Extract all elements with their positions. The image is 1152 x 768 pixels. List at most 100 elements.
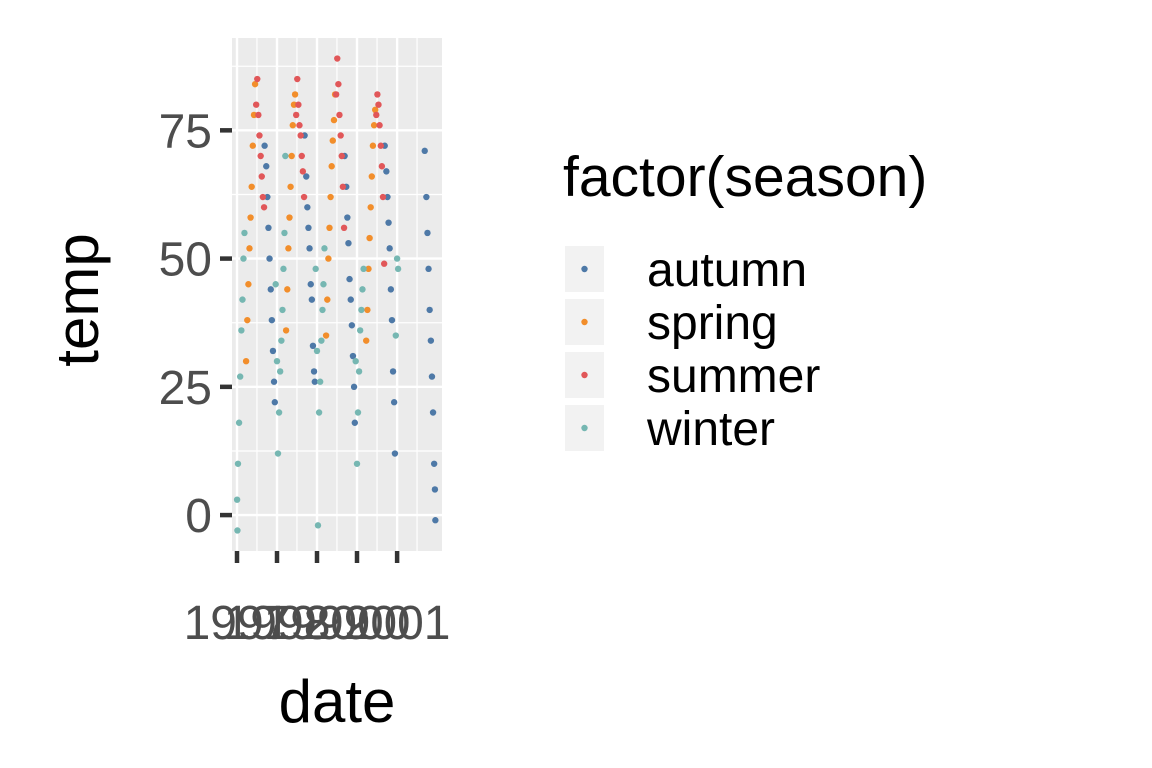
point-autumn [349, 352, 357, 360]
x-axis-title: date [279, 668, 396, 735]
y-tick-label: 0 [185, 490, 212, 543]
point-autumn [271, 399, 279, 406]
point-spring [370, 122, 378, 129]
point-spring [364, 306, 371, 314]
point-spring [242, 357, 250, 365]
point-autumn [270, 378, 278, 385]
point-spring [326, 224, 333, 232]
point-spring [371, 106, 379, 114]
point-spring [285, 245, 292, 252]
y-tick-label: 75 [159, 105, 212, 158]
point-winter [358, 306, 365, 314]
point-winter [319, 306, 326, 314]
point-autumn [432, 517, 439, 524]
point-autumn [304, 204, 311, 211]
point-spring [245, 281, 252, 288]
point-autumn [263, 163, 270, 170]
point-spring [248, 183, 255, 190]
point-winter [359, 286, 366, 293]
point-autumn [384, 193, 391, 201]
point-winter [393, 255, 401, 262]
point-autumn [348, 322, 356, 329]
x-tick-label: 2001 [344, 597, 451, 650]
point-winter [278, 337, 285, 344]
point-summer [297, 132, 304, 139]
point-spring [328, 163, 335, 170]
y-axis-title: temp [44, 233, 111, 366]
point-spring [251, 80, 259, 88]
point-autumn [389, 368, 397, 375]
x-tick-label: 1997 [184, 597, 291, 650]
point-spring [325, 255, 332, 262]
point-autumn [261, 142, 268, 149]
legend-marker-spring [581, 318, 588, 326]
point-spring [366, 234, 373, 242]
point-summer [377, 142, 384, 149]
point-winter [314, 522, 322, 529]
point-spring [246, 245, 253, 252]
legend-label-spring: spring [647, 297, 778, 350]
point-autumn [424, 229, 431, 237]
point-summer [259, 193, 267, 201]
point-spring [286, 214, 293, 221]
point-spring [322, 332, 330, 339]
point-winter [274, 450, 282, 457]
point-autumn [303, 173, 310, 180]
point-spring [244, 316, 251, 324]
point-spring [327, 193, 334, 201]
x-tick-label: 1998 [224, 597, 331, 650]
point-spring [249, 142, 256, 149]
point-spring [290, 101, 298, 108]
legend-marker-winter [581, 424, 588, 432]
point-summer [260, 204, 268, 211]
point-summer [258, 173, 265, 180]
point-winter [313, 347, 321, 355]
point-summer [336, 111, 343, 119]
point-summer [299, 168, 307, 175]
point-winter [355, 368, 363, 375]
point-summer [252, 101, 260, 108]
point-winter [354, 409, 362, 416]
point-spring [365, 265, 372, 273]
point-autumn [387, 286, 395, 293]
point-winter [282, 152, 289, 160]
legend-label-winter: winter [646, 403, 775, 456]
point-summer [256, 132, 263, 139]
point-winter [276, 368, 284, 375]
point-winter [239, 296, 246, 303]
point-winter [356, 327, 364, 334]
legend-marker-autumn [581, 265, 588, 273]
point-autumn [350, 383, 358, 391]
point-winter [394, 265, 402, 273]
point-summer [373, 111, 380, 119]
point-autumn [386, 245, 393, 252]
y-tick-label: 50 [159, 234, 212, 287]
point-winter [238, 327, 245, 334]
point-winter [316, 378, 324, 385]
point-spring [369, 142, 377, 149]
point-autumn [266, 255, 273, 262]
point-winter [360, 265, 367, 273]
point-autumn [310, 368, 318, 375]
point-summer [298, 152, 305, 160]
point-autumn [344, 214, 351, 221]
point-winter [352, 357, 359, 365]
data-points [233, 55, 439, 534]
point-winter [315, 409, 323, 416]
point-autumn [308, 296, 316, 303]
legend-title: factor(season) [563, 145, 927, 209]
point-winter [312, 265, 319, 273]
point-winter [280, 265, 287, 273]
grid-lines [232, 38, 442, 551]
point-summer [257, 152, 264, 160]
point-spring [284, 286, 291, 293]
point-autumn [309, 342, 317, 349]
point-autumn [383, 168, 390, 175]
y-tick-label: 25 [159, 362, 212, 415]
point-summer [332, 91, 340, 98]
point-autumn [306, 245, 313, 252]
point-winter [353, 460, 361, 467]
point-summer [337, 132, 344, 139]
point-autumn [305, 224, 312, 232]
point-autumn [346, 275, 353, 283]
